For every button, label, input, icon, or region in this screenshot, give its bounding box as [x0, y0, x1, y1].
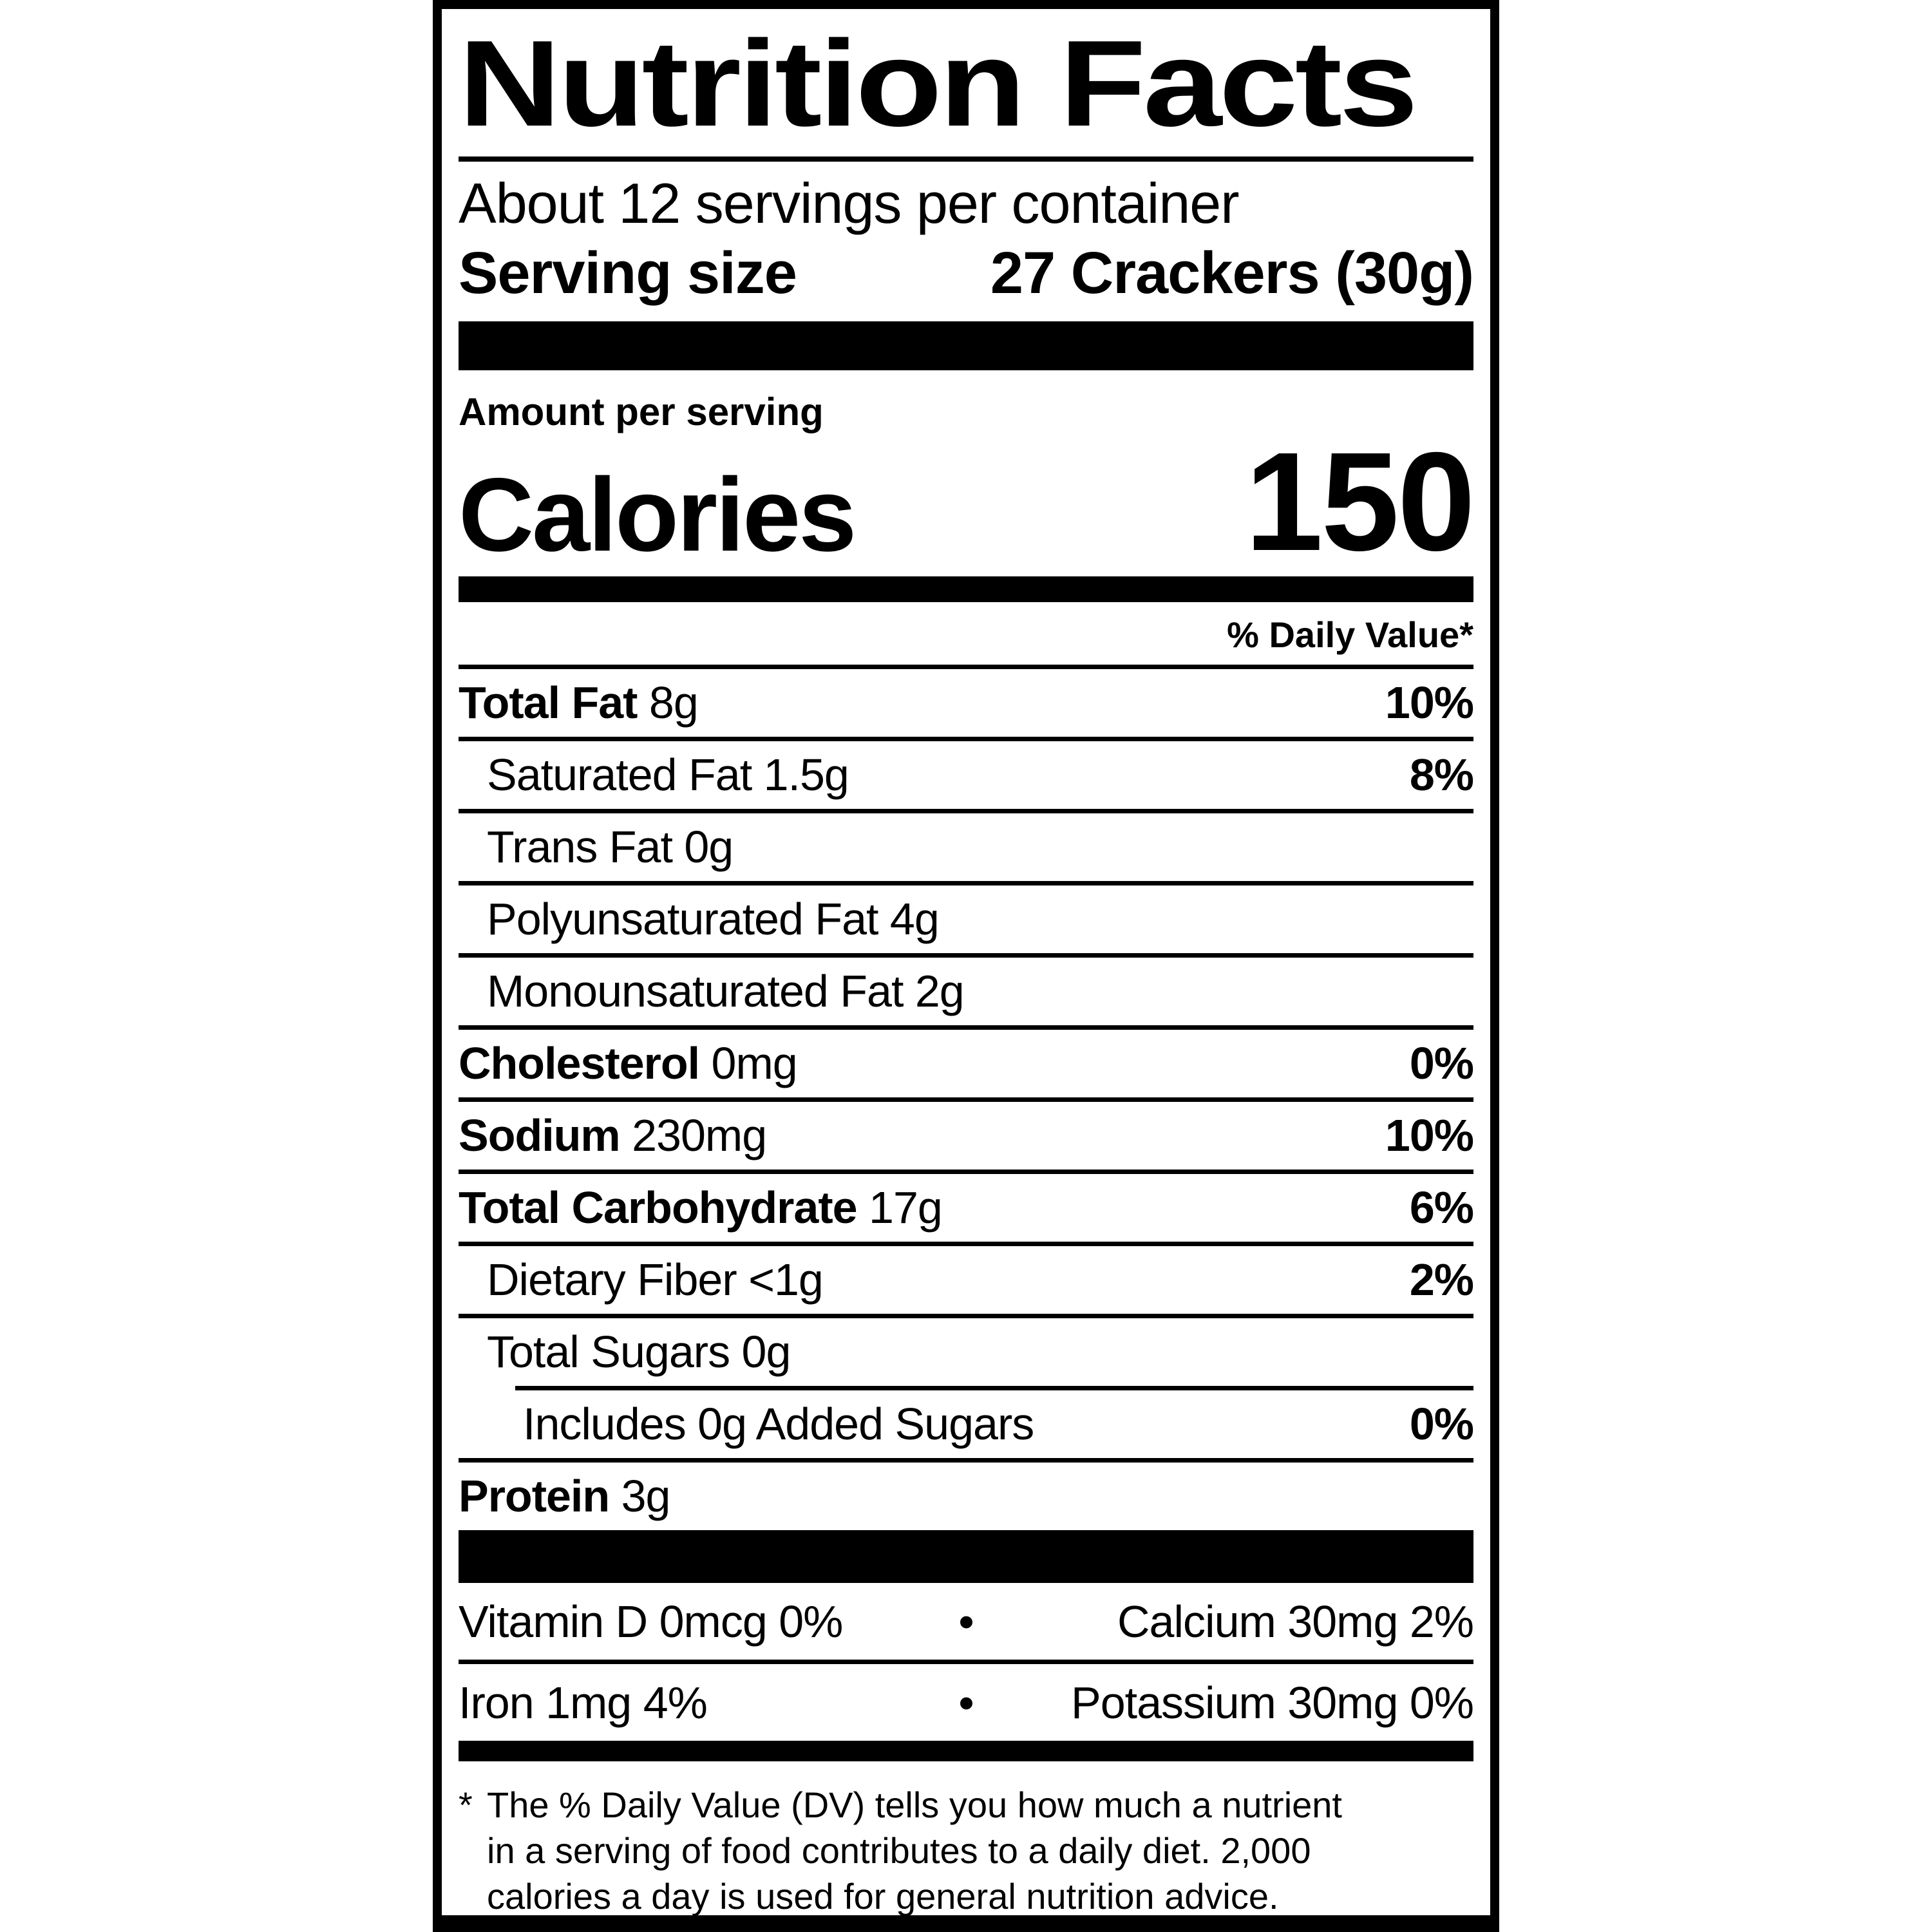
protein-divider-bar — [459, 1530, 1473, 1583]
nutrient-name: Saturated Fat — [487, 749, 752, 800]
micronutrient-left: Iron 1mg 4% — [459, 1677, 708, 1728]
nutrient-name-amount: Includes 0g Added Sugars — [523, 1399, 1034, 1449]
nutrient-row: Monounsaturated Fat 2g — [459, 952, 1473, 1025]
nutrient-daily-value: 10% — [1385, 1110, 1474, 1160]
nutrient-table: Total Fat 8g 10% Saturated Fat 1.5g 8% Trans… — [459, 669, 1474, 1530]
nutrient-name: Sodium — [459, 1110, 621, 1160]
nutrient-amount: 3g — [609, 1470, 671, 1521]
nutrient-name-amount: Monounsaturated Fat 2g — [487, 965, 965, 1016]
servings-per-container: About 12 servings per container — [459, 171, 1240, 236]
nutrient-amount: <1g — [736, 1254, 824, 1305]
nutrient-name: Total Carbohydrate — [459, 1182, 858, 1233]
nutrient-name-amount: Total Carbohydrate 17g — [459, 1182, 943, 1233]
calories-row: Calories 150 — [459, 424, 1475, 581]
nutrient-daily-value: 6% — [1409, 1182, 1474, 1233]
nutrient-row: Saturated Fat 1.5g 8% — [459, 736, 1474, 809]
serving-size-row: Serving size 27 Crackers (30g) — [459, 240, 1474, 306]
nutrient-amount: 0g — [730, 1326, 791, 1377]
nutrient-row: Polyunsaturated Fat 4g — [459, 880, 1473, 953]
daily-value-footnote: * The % Daily Value (DV) tells you how m… — [459, 1782, 1473, 1917]
bullet-separator: • — [958, 1677, 974, 1728]
nutrient-name-amount: Total Fat 8g — [459, 677, 699, 728]
nutrient-name-amount: Sodium 230mg — [459, 1110, 767, 1160]
nutrient-name: Monounsaturated Fat — [487, 965, 904, 1016]
nutrition-facts-title: Nutrition Facts — [459, 15, 1418, 152]
nutrient-row: Dietary Fiber <1g 2% — [459, 1241, 1474, 1314]
nutrient-name: Total Fat — [459, 677, 638, 728]
footnote-line: calories a day is used for general nutri… — [487, 1875, 1279, 1917]
nutrient-amount: 230mg — [620, 1110, 767, 1160]
calories-divider-bar — [459, 576, 1473, 602]
nutrient-daily-value: 10% — [1385, 677, 1474, 728]
nutrient-amount: 0mg — [699, 1037, 798, 1088]
nutrient-name-amount: Trans Fat 0g — [487, 821, 734, 872]
nutrient-row: Trans Fat 0g — [459, 808, 1473, 881]
micronutrient-right: Potassium 30mg 0% — [1071, 1677, 1474, 1728]
nutrient-name: Total Sugars — [487, 1326, 730, 1377]
nutrient-name-amount: Dietary Fiber <1g — [487, 1254, 824, 1305]
nutrient-row: Includes 0g Added Sugars 0% — [515, 1385, 1474, 1458]
nutrient-name: Cholesterol — [459, 1037, 700, 1088]
serving-size-value: 27 Crackers (30g) — [990, 240, 1474, 306]
nutrient-name: Polyunsaturated Fat — [487, 893, 878, 944]
micronutrient-row: Iron 1mg 4% • Potassium 30mg 0% — [459, 1659, 1474, 1741]
daily-value-header: % Daily Value* — [459, 602, 1473, 669]
amount-per-serving-label: Amount per serving — [459, 390, 824, 434]
title-divider — [459, 156, 1473, 162]
micronutrient-row: Vitamin D 0mcg 0% • Calcium 30mg 2% — [459, 1583, 1474, 1660]
nutrient-row: Total Sugars 0g — [459, 1313, 1473, 1386]
nutrient-daily-value: 8% — [1409, 749, 1474, 800]
calories-label: Calories — [459, 456, 857, 573]
nutrient-name-amount: Cholesterol 0mg — [459, 1037, 798, 1088]
nutrient-amount: 1.5g — [752, 749, 849, 800]
nutrient-amount: 2g — [903, 965, 965, 1016]
nutrient-row: Protein 3g — [459, 1457, 1473, 1530]
footnote-text: The % Daily Value (DV) tells you how muc… — [487, 1782, 1473, 1917]
nutrient-row: Total Fat 8g 10% — [459, 669, 1474, 737]
nutrient-daily-value: 2% — [1409, 1254, 1474, 1305]
micronutrient-divider-bar — [459, 1740, 1473, 1761]
nutrient-name-amount: Total Sugars 0g — [487, 1326, 791, 1377]
nutrient-amount: 4g — [878, 893, 940, 944]
nutrient-daily-value: 0% — [1409, 1037, 1474, 1088]
serving-size-label: Serving size — [459, 240, 797, 306]
nutrient-amount: 0g — [672, 821, 734, 872]
nutrient-row: Total Carbohydrate 17g 6% — [459, 1169, 1474, 1242]
footnote-asterisk: * — [459, 1784, 473, 1825]
nutrient-name: Dietary Fiber — [487, 1254, 737, 1305]
nutrient-name-amount: Polyunsaturated Fat 4g — [487, 893, 940, 944]
nutrient-name-amount: Protein 3g — [459, 1470, 671, 1521]
nutrient-amount: 17g — [857, 1182, 943, 1233]
calories-value: 150 — [1245, 424, 1475, 581]
nutrient-daily-value: 0% — [1409, 1398, 1474, 1449]
micronutrient-table: Vitamin D 0mcg 0% • Calcium 30mg 2% Iron 1m… — [459, 1583, 1474, 1741]
nutrition-facts-panel: Nutrition Facts About 12 servings per co… — [433, 0, 1499, 1932]
nutrient-row: Sodium 230mg 10% — [459, 1097, 1474, 1170]
footnote-line: in a serving of food contributes to a da… — [487, 1830, 1311, 1871]
footnote-line: The % Daily Value (DV) tells you how muc… — [487, 1784, 1342, 1825]
nutrient-row: Cholesterol 0mg 0% — [459, 1025, 1474, 1097]
nutrient-name: Protein — [459, 1470, 610, 1521]
nutrient-name-amount: Saturated Fat 1.5g — [487, 750, 849, 800]
nutrient-name: Trans Fat — [487, 821, 673, 872]
bullet-separator: • — [958, 1596, 974, 1647]
micronutrient-right: Calcium 30mg 2% — [1117, 1596, 1474, 1647]
section-divider-bar — [459, 321, 1473, 371]
nutrient-amount: 8g — [637, 677, 699, 728]
nutrient-name: Includes 0g Added Sugars — [523, 1398, 1034, 1449]
micronutrient-left: Vitamin D 0mcg 0% — [459, 1596, 843, 1647]
